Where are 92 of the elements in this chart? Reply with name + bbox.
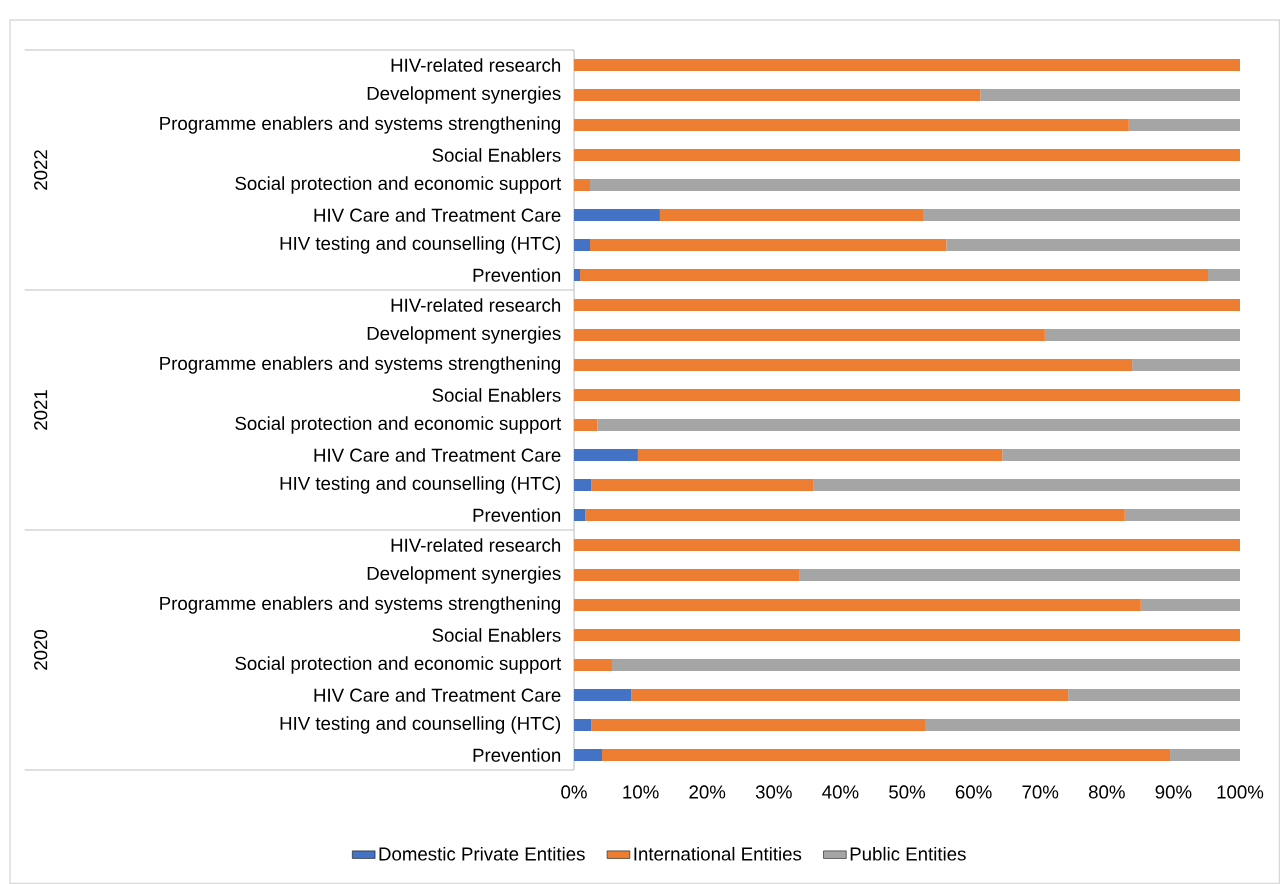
bar (574, 478, 592, 491)
bar (585, 508, 1125, 521)
x-tick-label: 10% (623, 785, 659, 799)
bar (597, 418, 1240, 431)
legend-label: International Entities (634, 846, 802, 861)
bar (574, 238, 590, 251)
y-tick-label: Social Enablers (432, 628, 561, 642)
bar (1002, 448, 1240, 461)
y-tick-label: Social Enablers (432, 388, 561, 402)
y-tick-label: Programme enablers and systems strengthening (160, 596, 561, 614)
y-tick-label: Development synergies (367, 326, 561, 344)
text: 2021 (34, 390, 48, 430)
bar (799, 568, 1240, 581)
y-tick-label: HIV-related research (391, 58, 561, 72)
bar (1044, 329, 1240, 341)
y-tick-label: HIV testing and counselling (HTC) (280, 236, 561, 254)
bar (574, 298, 1240, 311)
bar (574, 748, 602, 761)
x-tick-label: 60% (955, 785, 992, 799)
bar (574, 329, 1045, 341)
bar (589, 238, 947, 251)
bar (611, 659, 1240, 671)
bar (601, 748, 1171, 761)
bar (1132, 358, 1240, 371)
bar (637, 448, 1003, 461)
bar (574, 88, 981, 101)
bar (631, 688, 1069, 701)
bar (574, 539, 1240, 551)
y-tick-label: Social protection and economic support (235, 176, 562, 194)
bar (1128, 119, 1240, 131)
bar (574, 148, 1240, 161)
x-tick-label: 20% (689, 785, 726, 799)
x-tick-label: 0% (561, 785, 587, 799)
bar (591, 718, 925, 731)
y-tick-label: Development synergies (367, 86, 561, 104)
bar (574, 389, 1240, 401)
bar (574, 448, 638, 461)
bar (574, 358, 1133, 371)
bar (924, 718, 1240, 731)
y-tick-label: Programme enablers and systems strengthening (160, 116, 561, 134)
bar (1068, 688, 1240, 701)
bar (574, 269, 580, 281)
y-tick-label: HIV Care and Treatment Care (314, 448, 561, 462)
text: 2020 (34, 629, 48, 670)
y-tick-label: Prevention (473, 268, 561, 282)
bar (813, 478, 1240, 491)
legend-label: Domestic Private Entities (379, 846, 585, 861)
bar (574, 418, 598, 431)
text: 2022 (34, 150, 48, 190)
bar (574, 119, 1129, 131)
y-tick-label: Prevention (473, 508, 561, 522)
y-tick-label: Prevention (473, 748, 561, 762)
y-tick-label: Social protection and economic support (235, 656, 562, 674)
bar (574, 659, 612, 671)
bar (659, 208, 923, 221)
bar (1170, 748, 1240, 761)
y-tick-label: HIV testing and counselling (HTC) (280, 476, 561, 494)
x-tick-label: 40% (822, 785, 859, 799)
bar (1140, 599, 1240, 611)
bar (1208, 269, 1240, 281)
bar (574, 628, 1240, 641)
bar (574, 718, 592, 731)
x-tick-label: 80% (1088, 785, 1125, 799)
bar (574, 688, 632, 701)
y-tick-label: HIV Care and Treatment Care (314, 688, 561, 702)
bar (574, 568, 800, 581)
bar (574, 208, 660, 221)
x-tick-label: 90% (1155, 785, 1192, 799)
y-tick-label: HIV Care and Treatment Care (314, 208, 561, 222)
bar (574, 59, 1240, 71)
bar (574, 178, 590, 191)
x-tick-label: 70% (1022, 785, 1059, 799)
y-tick-label: Development synergies (367, 566, 561, 584)
y-tick-label: Social Enablers (432, 148, 561, 162)
x-tick-label: 100% (1217, 785, 1264, 799)
bar (589, 178, 1240, 191)
y-tick-label: HIV-related research (391, 298, 561, 312)
legend-label: Public Entities (850, 846, 966, 861)
bar (580, 269, 1209, 281)
bar (946, 238, 1240, 251)
x-tick-label: 30% (755, 785, 792, 799)
bar (980, 88, 1240, 101)
bar (591, 478, 814, 491)
bar (1124, 508, 1240, 521)
y-tick-label: HIV testing and counselling (HTC) (280, 716, 561, 734)
bar (574, 599, 1141, 611)
bar (922, 208, 1240, 221)
y-tick-label: Social protection and economic support (235, 416, 562, 434)
x-tick-label: 50% (889, 785, 926, 799)
bar (574, 508, 586, 521)
y-tick-label: HIV-related research (391, 538, 561, 552)
y-tick-label: Programme enablers and systems strengthening (160, 356, 561, 374)
